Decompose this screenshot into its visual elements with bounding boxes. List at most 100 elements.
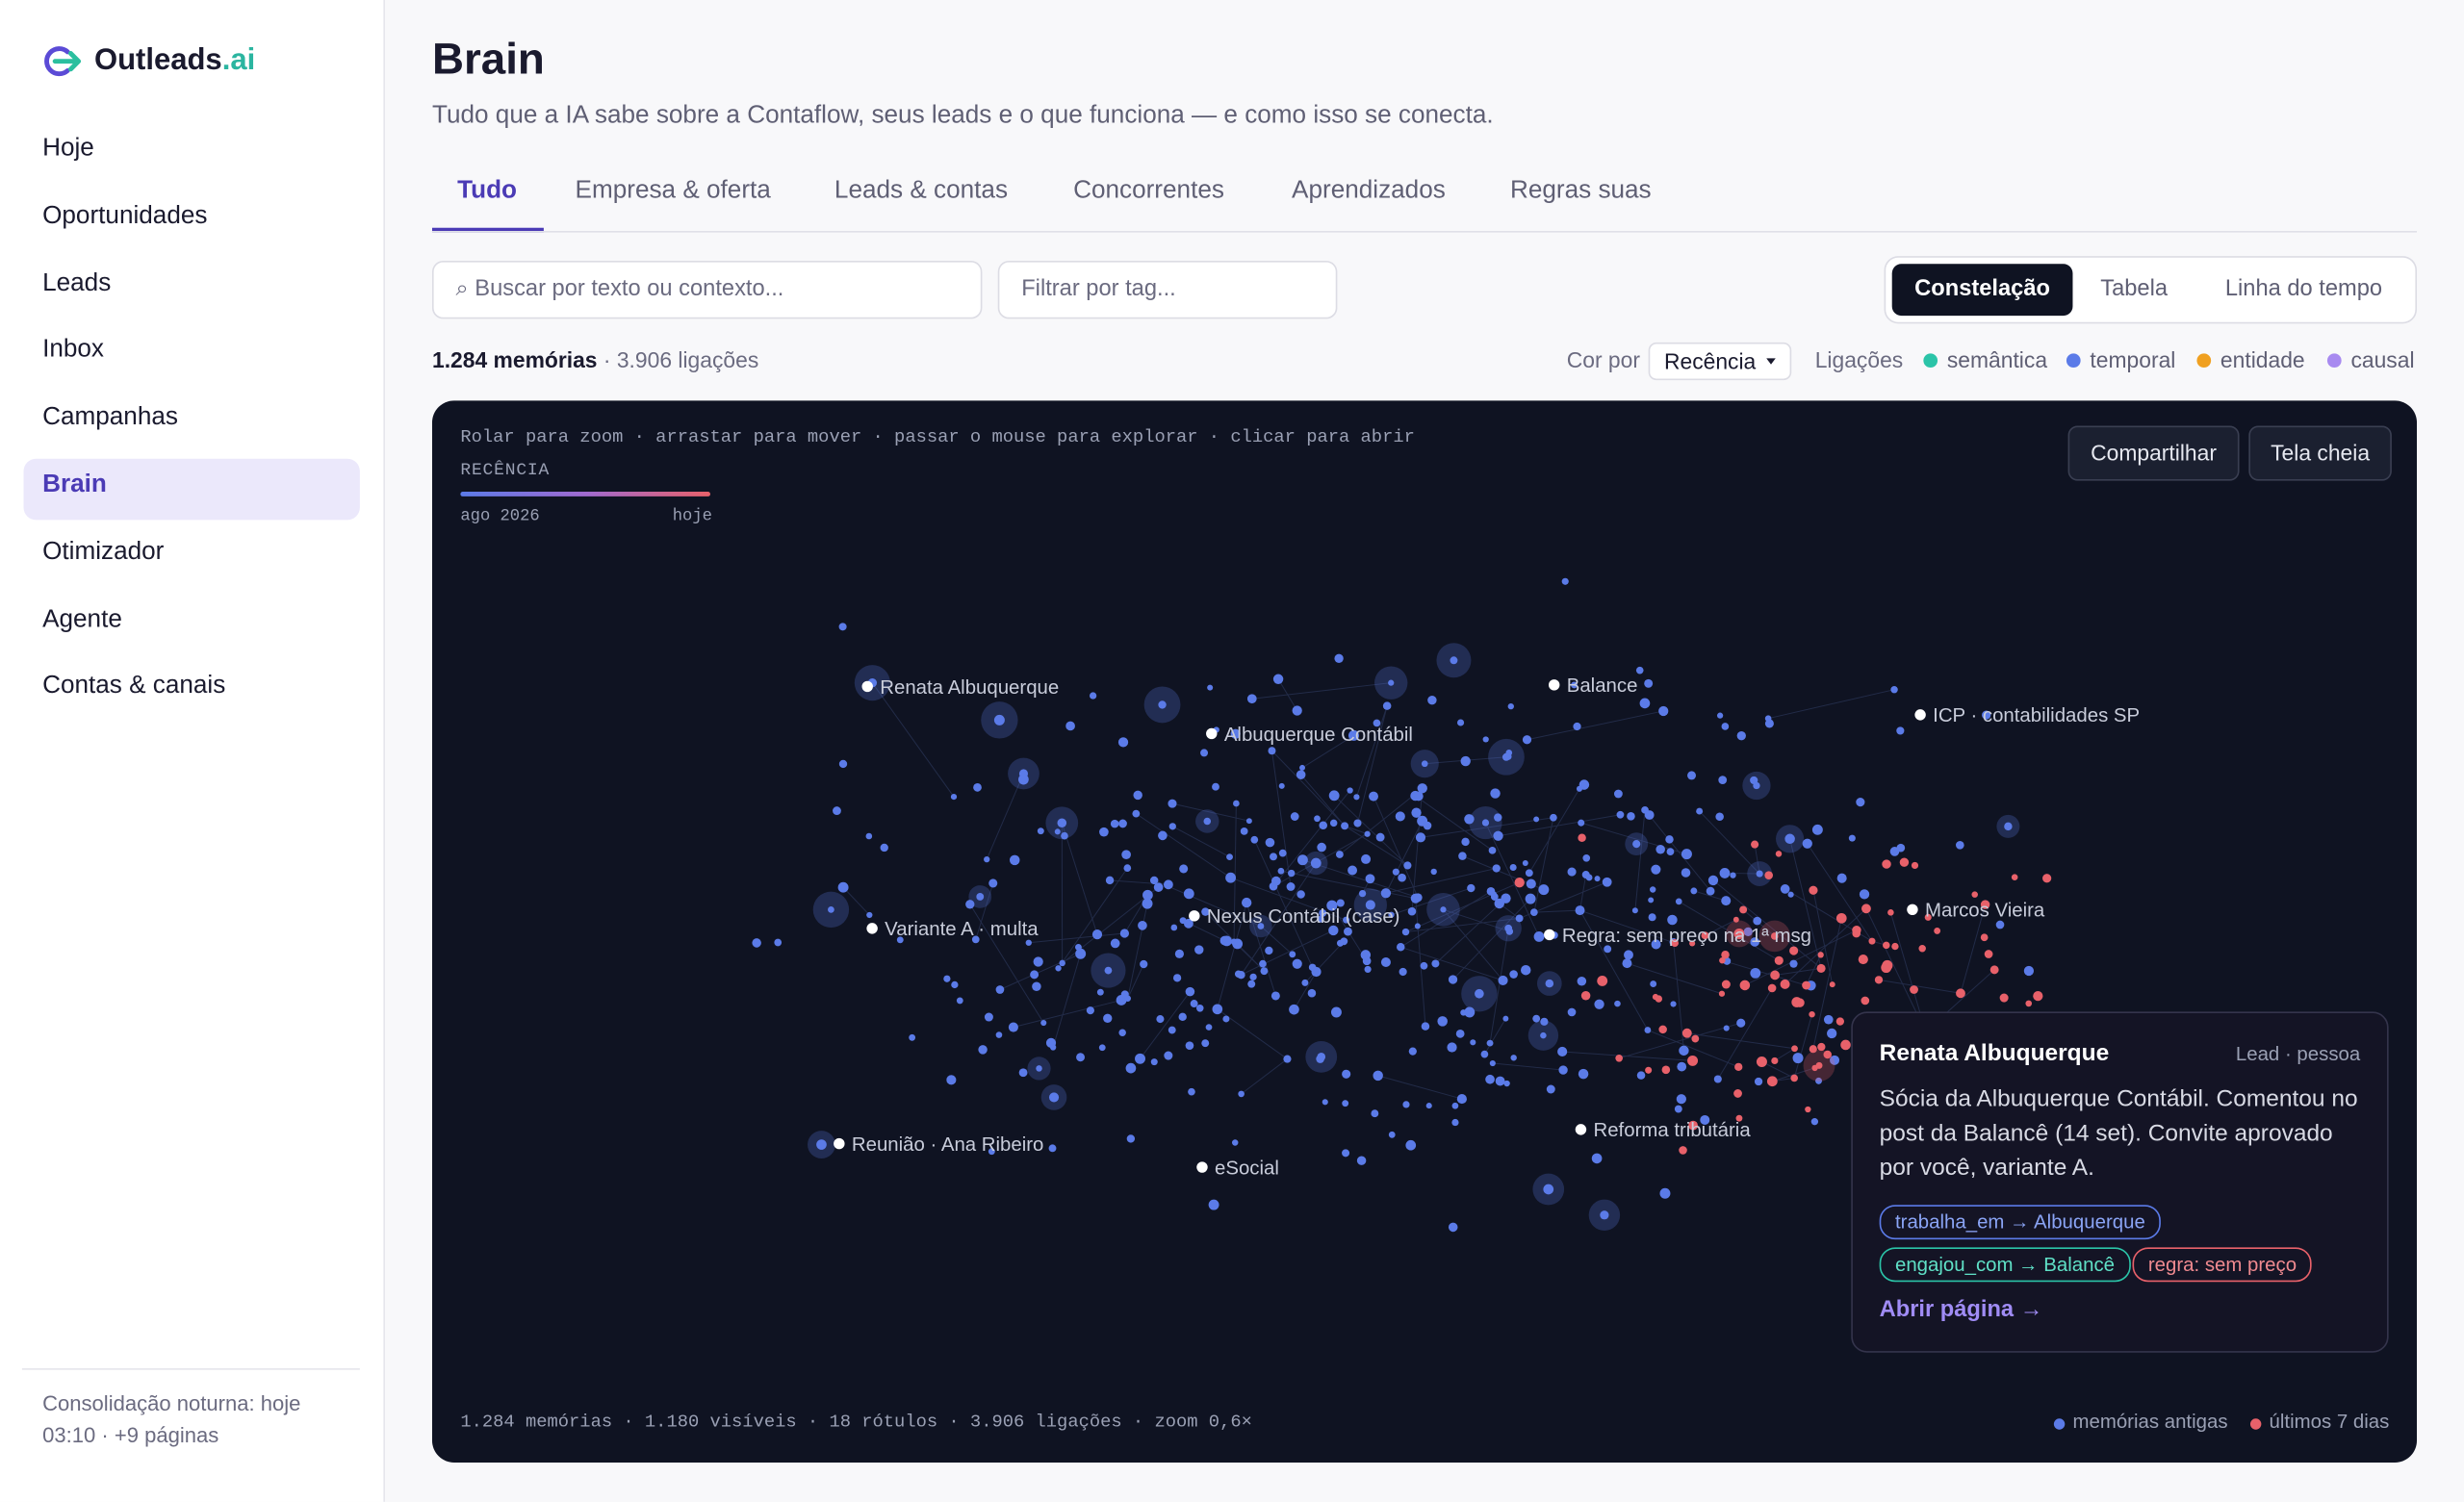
tab[interactable]: Empresa & oferta xyxy=(576,177,771,205)
node xyxy=(1483,736,1489,742)
nav-item[interactable]: Contas & canais xyxy=(42,673,225,700)
node xyxy=(909,1034,915,1041)
node xyxy=(1278,868,1285,875)
nav-item[interactable]: Oportunidades xyxy=(42,202,207,230)
node xyxy=(1718,776,1727,784)
view-button[interactable]: Tabela xyxy=(2071,264,2197,316)
node xyxy=(1670,1001,1676,1006)
edge xyxy=(1499,815,1621,836)
node xyxy=(1179,864,1188,873)
node xyxy=(1648,897,1654,903)
node xyxy=(1451,1119,1458,1126)
edge xyxy=(1775,968,1821,975)
node xyxy=(1457,719,1464,726)
graph-action[interactable]: Compartilhar xyxy=(2068,425,2240,480)
edge xyxy=(1345,826,1407,865)
node xyxy=(1050,1044,1056,1050)
node xyxy=(1009,1022,1018,1031)
node xyxy=(1757,1056,1767,1067)
node xyxy=(1676,899,1682,905)
node xyxy=(1431,959,1439,967)
nav-item[interactable]: Agente xyxy=(42,606,122,634)
node xyxy=(1233,801,1240,807)
node xyxy=(1316,1055,1324,1063)
node xyxy=(1543,1184,1553,1195)
node xyxy=(1679,1146,1687,1155)
node xyxy=(1597,976,1607,986)
node xyxy=(1824,1015,1834,1025)
node xyxy=(1200,749,1208,756)
nav-item[interactable]: Leads xyxy=(42,269,111,297)
tab[interactable]: Leads & contas xyxy=(834,177,1008,205)
node xyxy=(1617,811,1625,819)
tab[interactable]: Regras suas xyxy=(1510,177,1652,205)
node xyxy=(1861,997,1869,1006)
node-label: ICP · contabilidades SP xyxy=(1933,705,2140,726)
color-by-select[interactable]: Recência xyxy=(1649,343,1792,380)
node xyxy=(996,1031,1003,1038)
node xyxy=(1140,960,1147,968)
node xyxy=(1887,909,1894,916)
view-button[interactable]: Linha do tempo xyxy=(2198,264,2409,316)
node xyxy=(1319,821,1327,829)
tab[interactable]: Concorrentes xyxy=(1073,177,1224,205)
node xyxy=(1265,947,1272,955)
nav-item[interactable]: Brain xyxy=(42,471,107,499)
node xyxy=(839,760,847,768)
node xyxy=(1757,870,1763,877)
nav-item[interactable]: Campanhas xyxy=(42,404,178,432)
edge xyxy=(1674,942,1684,1051)
legend-dot xyxy=(2196,353,2211,368)
node xyxy=(1308,989,1317,998)
node xyxy=(1250,836,1258,844)
edge xyxy=(1645,810,1710,891)
node xyxy=(1645,1067,1652,1074)
open-page-link[interactable]: Abrir página → xyxy=(1880,1298,2043,1323)
node xyxy=(1475,989,1484,999)
node xyxy=(1755,1078,1762,1085)
node xyxy=(965,900,974,908)
node xyxy=(1739,905,1747,913)
node xyxy=(1771,1057,1778,1064)
node xyxy=(1279,783,1285,789)
node xyxy=(1753,917,1761,926)
tag-filter[interactable]: Filtrar por tag... xyxy=(998,261,1338,318)
legend-dot xyxy=(2327,353,2342,368)
node xyxy=(1397,943,1405,952)
node xyxy=(1677,1094,1686,1104)
node xyxy=(1558,1065,1567,1074)
node xyxy=(1381,888,1391,898)
node xyxy=(1996,921,2005,929)
node xyxy=(1344,928,1352,936)
node xyxy=(1403,861,1411,869)
labeled-node xyxy=(1549,679,1559,690)
node xyxy=(1681,868,1691,878)
node xyxy=(1273,675,1283,684)
node xyxy=(1502,753,1510,761)
tab[interactable]: Tudo xyxy=(457,177,517,205)
node xyxy=(1789,960,1797,968)
node xyxy=(1458,852,1467,860)
tag-chip: regra: sem preço xyxy=(2133,1247,2313,1282)
graph-action[interactable]: Tela cheia xyxy=(2248,425,2392,480)
nav-item[interactable]: Inbox xyxy=(42,337,104,365)
node xyxy=(1366,874,1375,883)
color-by-label: Cor por xyxy=(1567,347,1640,372)
legend-dot xyxy=(1923,353,1938,368)
search-input[interactable]: ⌕ Buscar por texto ou contexto... xyxy=(432,261,982,318)
nav-item[interactable]: Otimizador xyxy=(42,539,164,567)
view-button[interactable]: Constelação xyxy=(1892,264,2073,316)
node xyxy=(1481,1051,1489,1058)
nav-item[interactable]: Hoje xyxy=(42,135,94,163)
legend-item: entidade xyxy=(2220,347,2305,372)
node xyxy=(1164,879,1173,889)
node xyxy=(1184,888,1194,899)
node xyxy=(1402,929,1409,935)
node xyxy=(1576,905,1585,915)
node xyxy=(1383,701,1392,710)
node xyxy=(1268,747,1275,754)
tab[interactable]: Aprendizados xyxy=(1292,177,1446,205)
graph-footer: 1.284 memórias · 1.180 visíveis · 18 rót… xyxy=(460,1413,1252,1433)
node xyxy=(1133,791,1142,800)
node xyxy=(1526,869,1533,877)
